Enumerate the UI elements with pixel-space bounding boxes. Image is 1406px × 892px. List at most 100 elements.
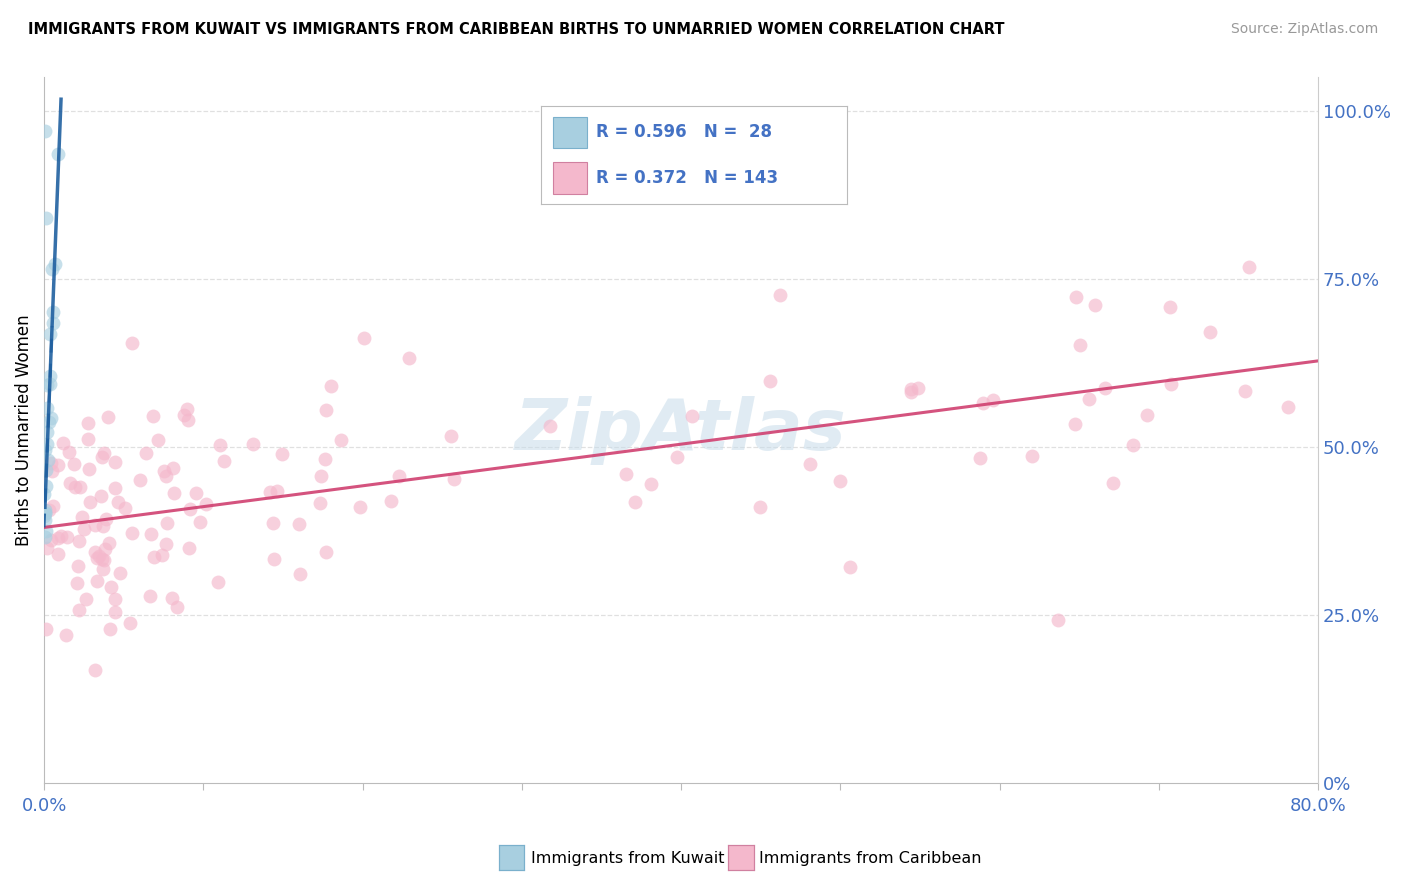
Point	[139, 589, 162, 603]
Point	[59, 476, 82, 491]
Point	[1064, 290, 1087, 304]
Point	[91, 562, 114, 576]
Point	[177, 413, 200, 427]
Point	[34, 503, 56, 517]
Point	[155, 469, 177, 483]
Point	[799, 458, 821, 472]
Point	[86, 574, 108, 588]
Point	[38, 503, 60, 517]
Point	[141, 527, 163, 541]
Point	[70, 510, 93, 524]
Point	[56, 530, 79, 544]
Point	[665, 450, 688, 464]
Point	[84, 517, 107, 532]
Text: IMMIGRANTS FROM KUWAIT VS IMMIGRANTS FROM CARIBBEAN BIRTHS TO UNMARRIED WOMEN CO: IMMIGRANTS FROM KUWAIT VS IMMIGRANTS FRO…	[28, 22, 1005, 37]
Point	[42, 316, 65, 330]
Point	[907, 381, 929, 395]
Point	[1159, 300, 1181, 314]
Point	[1160, 376, 1182, 391]
Point	[93, 446, 115, 460]
Point	[79, 495, 101, 509]
Point	[41, 262, 63, 277]
Point	[1069, 338, 1091, 352]
Point	[104, 482, 127, 496]
Text: Immigrants from Kuwait: Immigrants from Kuwait	[531, 851, 725, 865]
Point	[1234, 384, 1257, 399]
Point	[259, 484, 281, 499]
Point	[35, 623, 58, 637]
Point	[97, 536, 120, 550]
Point	[37, 436, 59, 450]
Point	[34, 443, 56, 458]
Point	[34, 506, 56, 520]
Point	[1102, 476, 1125, 491]
Point	[838, 560, 860, 574]
Point	[39, 456, 62, 470]
Point	[640, 477, 662, 491]
Point	[77, 462, 100, 476]
Point	[104, 605, 127, 619]
Point	[42, 305, 65, 319]
Point	[94, 542, 117, 557]
Point	[1198, 325, 1220, 339]
Point	[34, 530, 56, 544]
Point	[155, 536, 177, 550]
Point	[34, 124, 56, 138]
Point	[58, 445, 80, 459]
Point	[52, 435, 75, 450]
Point	[319, 379, 342, 393]
Point	[162, 460, 184, 475]
Point	[263, 551, 285, 566]
Point	[63, 458, 86, 472]
Point	[46, 147, 69, 161]
Point	[69, 480, 91, 494]
Y-axis label: Births to Unmarried Women: Births to Unmarried Women	[15, 314, 32, 546]
Point	[90, 489, 112, 503]
Point	[623, 495, 645, 509]
Point	[176, 401, 198, 416]
Point	[1047, 613, 1070, 627]
Point	[38, 415, 60, 429]
Point	[51, 529, 73, 543]
Point	[90, 450, 112, 465]
Point	[118, 615, 141, 630]
Point	[188, 515, 211, 529]
Point	[288, 566, 311, 581]
Point	[266, 484, 288, 499]
Point	[969, 451, 991, 466]
Point	[769, 287, 792, 301]
Point	[35, 541, 58, 555]
Point	[104, 591, 127, 606]
Point	[186, 486, 208, 500]
Point	[288, 516, 311, 531]
Point	[314, 452, 336, 467]
Point	[1064, 417, 1087, 432]
Point	[830, 474, 852, 488]
Point	[39, 326, 62, 341]
Point	[388, 468, 411, 483]
Point	[142, 409, 165, 423]
Point	[65, 575, 87, 590]
Point	[86, 550, 108, 565]
Point	[162, 486, 184, 500]
Point	[681, 409, 703, 424]
Point	[309, 496, 332, 510]
Point	[262, 516, 284, 530]
Point	[41, 464, 63, 478]
Point	[35, 462, 58, 476]
Point	[330, 433, 353, 447]
Point	[108, 566, 131, 581]
Point	[748, 500, 770, 514]
Point	[146, 433, 169, 447]
Point	[84, 663, 107, 677]
Point	[35, 211, 58, 226]
Point	[35, 524, 58, 538]
Point	[67, 533, 90, 548]
Point	[166, 599, 188, 614]
Point	[179, 502, 201, 516]
Point	[207, 574, 229, 589]
Point	[34, 487, 56, 501]
Point	[121, 335, 143, 350]
Point	[271, 447, 294, 461]
Text: Source: ZipAtlas.com: Source: ZipAtlas.com	[1230, 22, 1378, 37]
